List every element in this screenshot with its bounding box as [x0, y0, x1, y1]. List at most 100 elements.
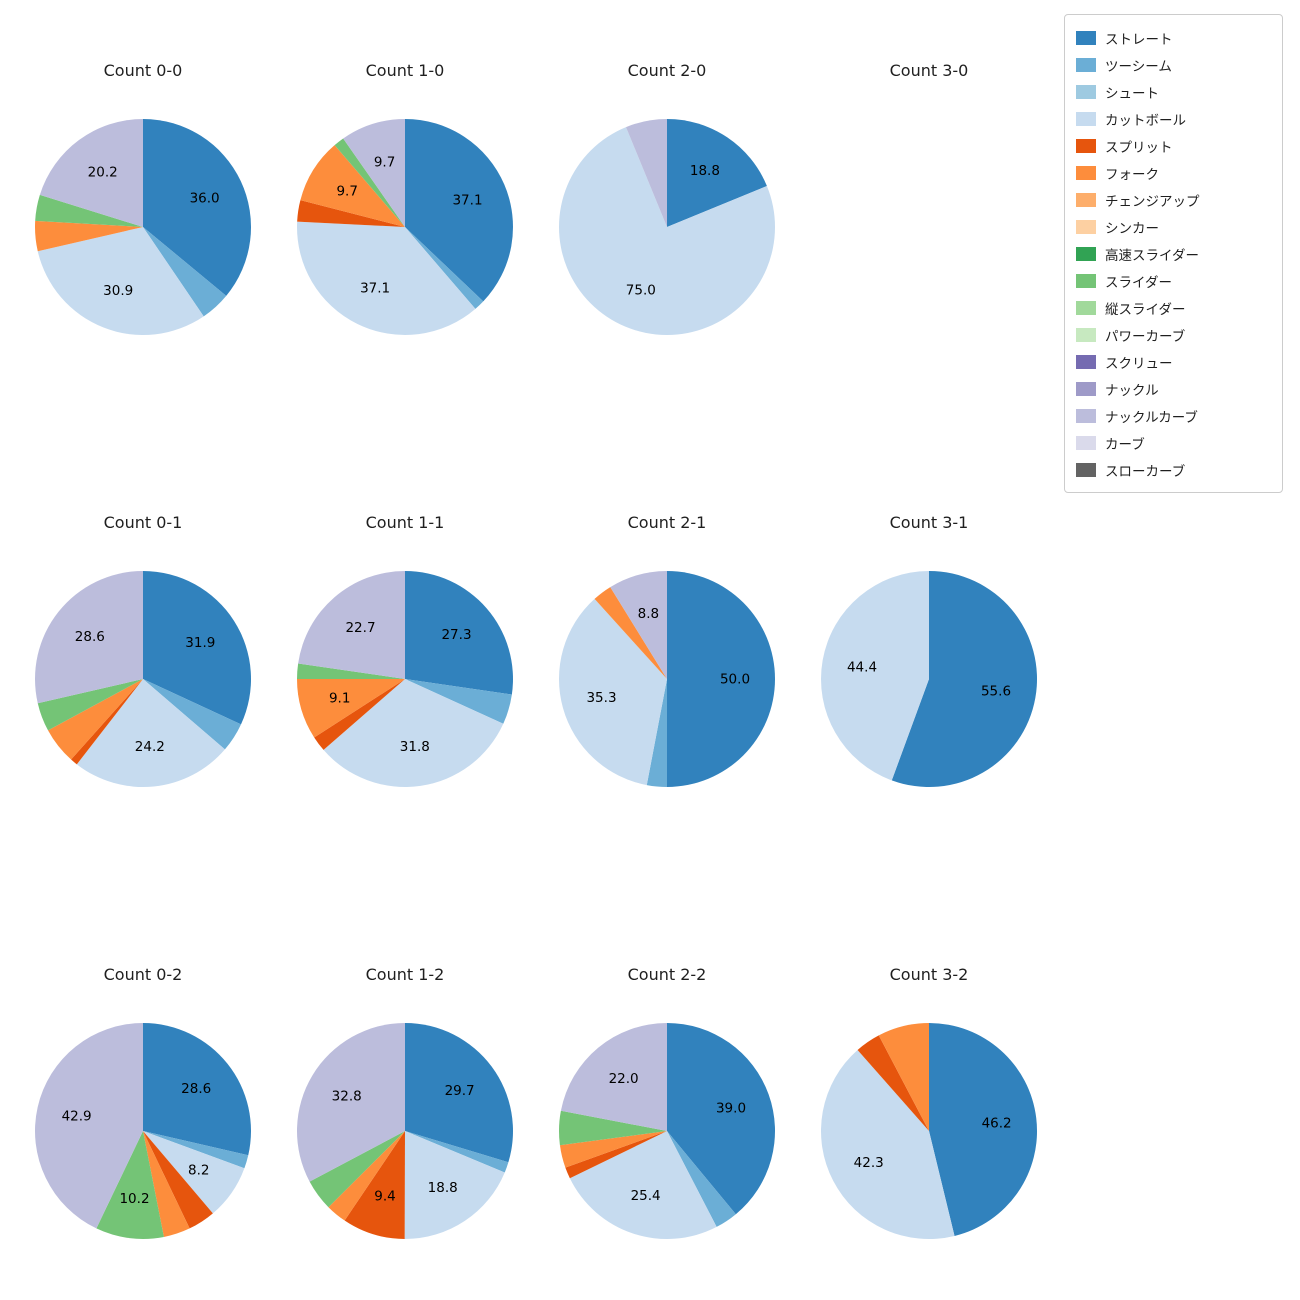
pie-slice	[667, 571, 775, 787]
legend-item: スクリュー	[1076, 348, 1268, 375]
pie-slice	[405, 119, 513, 302]
pie-slice	[37, 679, 143, 731]
pie-percentage-label: 18.8	[428, 1180, 458, 1196]
pie-title: Count 2-2	[627, 965, 707, 984]
legend-swatch	[1076, 435, 1096, 450]
pie-chart-count-2-1: Count 2-1 50.0 35.3 8.8	[536, 492, 798, 944]
legend-label: ナックル	[1105, 382, 1159, 399]
pie-percentage-label: 46.2	[982, 1115, 1012, 1131]
pie-slice	[298, 571, 405, 679]
pie-chart-count-1-2: Count 1-2 29.7 18.8 9.4 32.8	[274, 944, 536, 1300]
pie-percentage-label: 44.4	[847, 660, 877, 676]
legend-swatch	[1076, 354, 1096, 369]
legend-swatch	[1076, 30, 1096, 45]
legend-label: 縦スライダー	[1105, 301, 1186, 318]
pie-slice	[96, 1131, 164, 1240]
pie-percentage-label: 39.0	[716, 1101, 746, 1117]
pie-slice	[344, 1131, 405, 1239]
pie-title: Count 2-1	[627, 513, 707, 532]
pie-percentage-label: 28.6	[181, 1081, 211, 1097]
pie-slice	[309, 1131, 405, 1208]
pie-slice	[323, 679, 504, 787]
pie-title: Count 3-2	[889, 965, 969, 984]
legend-item: ストレート	[1076, 24, 1268, 51]
pie-svg: 39.0 25.4 22.0	[558, 1023, 776, 1240]
legend-item: スライダー	[1076, 267, 1268, 294]
legend-label: スライダー	[1105, 274, 1172, 291]
pie-chart-count-0-2: Count 0-2 28.6 8.2 10.2 42.9	[12, 944, 274, 1300]
pie-slice	[143, 1131, 249, 1169]
pie-percentage-label: 25.4	[631, 1188, 661, 1204]
pie-chart-count-3-2: Count 3-2 46.2 42.3	[798, 944, 1060, 1300]
legend-swatch	[1076, 408, 1096, 423]
legend-item: ナックル	[1076, 375, 1268, 402]
pie-title: Count 1-2	[365, 965, 445, 984]
pie-percentage-label: 37.1	[360, 281, 390, 297]
pie-chart-count-3-1: Count 3-1 55.6 44.4	[798, 492, 1060, 944]
pie-percentage-label: 9.7	[374, 155, 395, 171]
legend-swatch	[1076, 165, 1096, 180]
pie-slice	[594, 587, 667, 679]
legend-label: ナックルカーブ	[1105, 409, 1198, 426]
pie-slice	[559, 127, 776, 335]
legend-item: ナックルカーブ	[1076, 402, 1268, 429]
pie-slice	[343, 119, 405, 227]
pie-svg: 37.1 37.1 9.7 9.7	[297, 119, 513, 335]
pie-slice	[143, 571, 252, 725]
legend-label: ツーシーム	[1105, 58, 1172, 75]
pie-slice	[891, 571, 1038, 787]
pie-percentage-label: 8.2	[188, 1162, 209, 1178]
pie-slice	[143, 679, 242, 750]
legend-swatch	[1076, 57, 1096, 72]
pie-slice	[405, 1131, 509, 1173]
pie-slice	[878, 1023, 929, 1131]
pie-slice	[297, 221, 476, 335]
pie-slice	[667, 1023, 776, 1215]
legend-label: パワーカーブ	[1105, 328, 1186, 345]
pie-slice	[37, 227, 204, 335]
pie-percentage-label: 9.7	[336, 184, 357, 200]
pie-slice	[405, 679, 512, 724]
pie-slice	[297, 1023, 405, 1182]
pie-title: Count 0-1	[103, 513, 183, 532]
pie-slice	[34, 571, 143, 704]
pie-slice	[821, 1049, 955, 1240]
pie-slice	[143, 119, 252, 296]
pie-slice	[646, 679, 667, 787]
pie-slice	[143, 1131, 245, 1214]
pie-grid: Count 0-0 36.0 30.9 20.2 Count 1-0 37.1 37.…	[12, 40, 1060, 1300]
pie-slice	[297, 663, 405, 679]
pie-percentage-label: 50.0	[720, 672, 750, 688]
pie-slice	[565, 1131, 667, 1179]
legend-label: スプリット	[1105, 139, 1173, 156]
pie-slice	[558, 1110, 667, 1146]
pie-slice	[559, 1131, 667, 1168]
pie-slice	[667, 119, 767, 227]
pie-percentage-label: 9.4	[374, 1189, 395, 1205]
pie-percentage-label: 42.3	[854, 1155, 884, 1171]
pie-slice	[297, 200, 405, 227]
pie-percentage-label: 35.3	[586, 690, 616, 706]
pie-slice	[405, 227, 484, 309]
pie-percentage-label: 32.8	[332, 1088, 362, 1104]
pie-slice	[857, 1035, 929, 1131]
pie-slice	[929, 1023, 1038, 1236]
legend-item: カーブ	[1076, 429, 1268, 456]
pie-percentage-label: 22.7	[345, 620, 375, 636]
pie-slice	[48, 679, 143, 760]
legend-label: カットボール	[1105, 112, 1186, 129]
legend-swatch	[1076, 138, 1096, 153]
pie-chart-count-3-0: Count 3-0	[798, 40, 1060, 492]
legend-swatch	[1076, 111, 1096, 126]
legend-item: 縦スライダー	[1076, 294, 1268, 321]
pie-slice	[34, 220, 143, 252]
pie-percentage-label: 9.1	[329, 691, 350, 707]
pie-title: Count 0-2	[103, 965, 183, 984]
pie-slice	[821, 571, 929, 781]
legend-swatch	[1076, 192, 1096, 207]
pie-percentage-label: 75.0	[626, 282, 656, 298]
pie-chart-count-1-0: Count 1-0 37.1 37.1 9.7 9.7	[274, 40, 536, 492]
pie-svg: 55.6 44.4	[821, 571, 1038, 787]
pie-percentage-label: 10.2	[119, 1191, 149, 1207]
